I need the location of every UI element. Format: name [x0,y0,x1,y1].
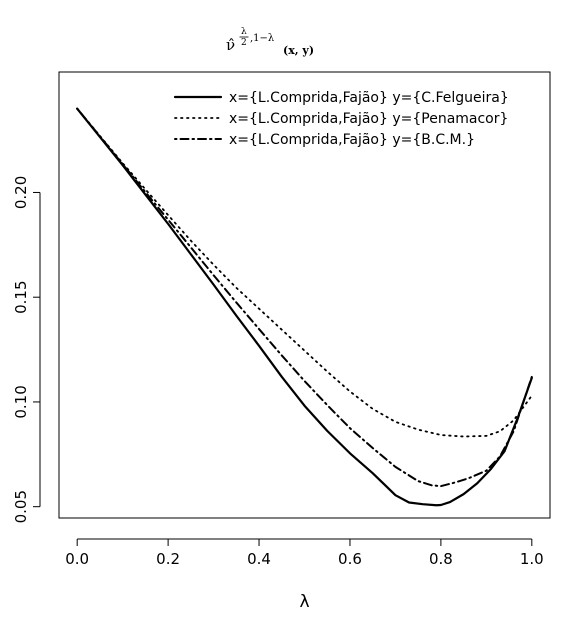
x-tick-label: 0.4 [247,550,271,568]
title-sup-num: λ [241,27,247,37]
title-base: ν̂ [226,36,235,54]
x-tick-label: 0.8 [429,550,453,568]
series-line-2 [76,107,533,438]
series-line-1 [76,107,533,507]
x-tick-label: 0.0 [65,550,89,568]
y-tick-label: 0.20 [12,176,30,209]
legend-label-3: x={L.Comprida,Fajão} y={B.C.M.} [229,132,475,148]
legend: x={L.Comprida,Fajão} y={C.Felgueira} x={L… [173,90,509,148]
series-layer [76,107,533,507]
x-tick-label: 0.2 [156,550,180,568]
x-tick-label: 1.0 [520,550,544,568]
x-axis-label: λ [299,592,309,612]
plot-frame [58,71,551,519]
y-tick-label: 0.05 [12,490,30,523]
y-tick-label: 0.10 [12,385,30,418]
y-tick-label: 0.15 [12,280,30,313]
x-axis: 0.0 0.2 0.4 0.6 0.8 1.0 [65,538,544,568]
legend-label-2: x={L.Comprida,Fajão} y={Penamacor} [229,111,508,127]
y-axis: 0.05 0.10 0.15 0.20 [12,176,41,523]
title-sup-den: 2 [241,38,247,48]
chart-title: ν̂ λ 2 ,1−λ (x, y) [226,27,314,57]
series-line-3 [76,107,533,488]
x-tick-label: 0.6 [338,550,362,568]
title-sub: (x, y) [283,44,314,57]
title-sup-rest: ,1−λ [250,33,275,44]
legend-label-1: x={L.Comprida,Fajão} y={C.Felgueira} [229,90,509,106]
